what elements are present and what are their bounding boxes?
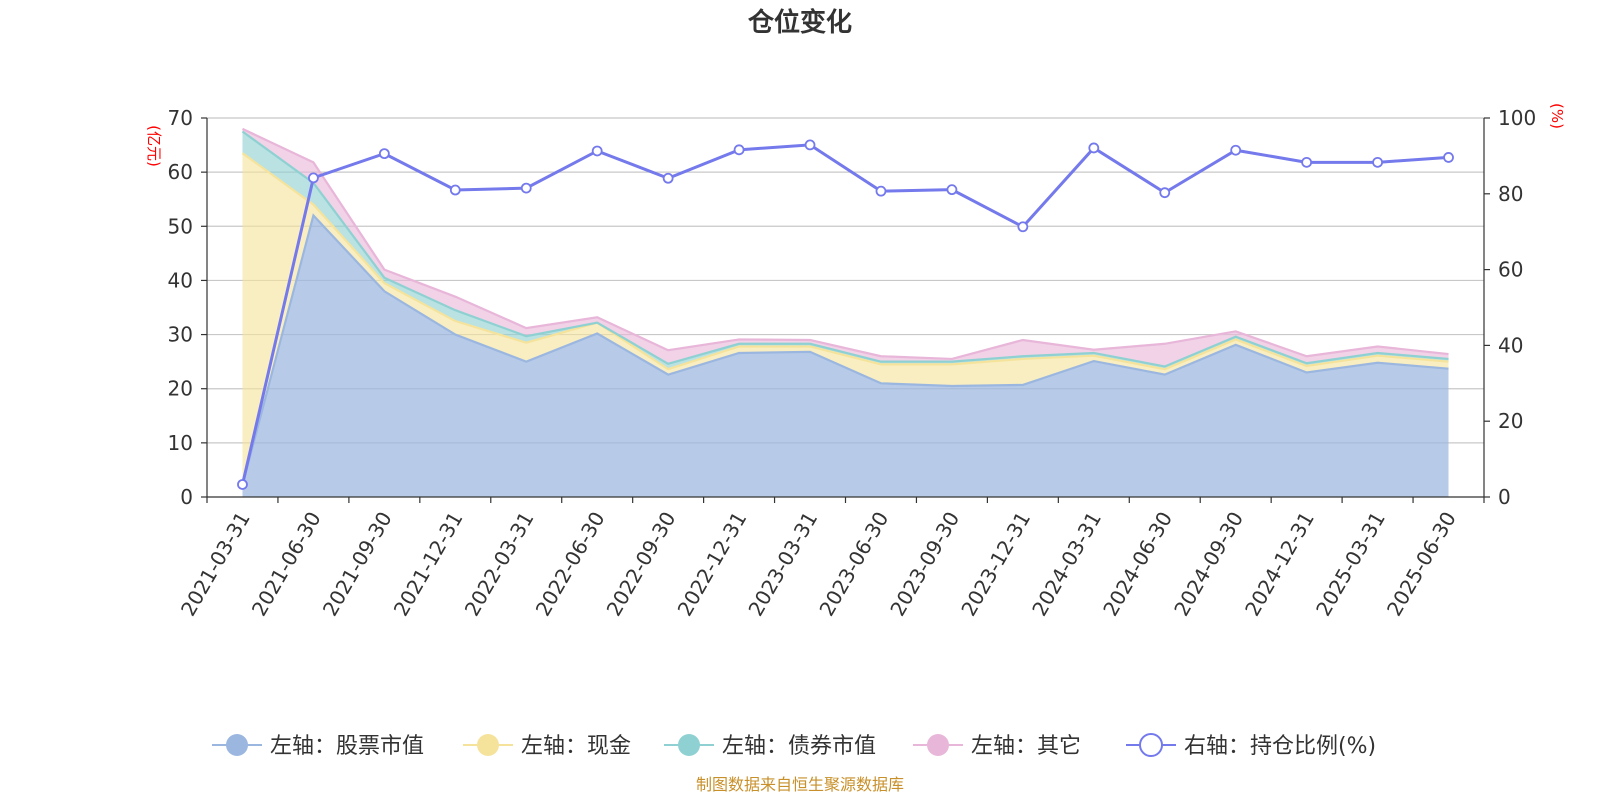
holding-ratio-point <box>1017 221 1029 233</box>
holding-ratio-point <box>1301 156 1313 168</box>
legend-label: 左轴：其它 <box>971 734 1081 759</box>
x-axis-tick-label: 2021-09-30 <box>318 508 397 621</box>
legend-marker <box>226 734 248 756</box>
holding-ratio-point <box>591 145 603 157</box>
x-axis-tick-label: 2024-09-30 <box>1169 508 1248 621</box>
legend-other: 左轴：其它 <box>913 734 1081 759</box>
series-lines <box>241 127 1449 486</box>
holding-ratio-point <box>237 479 248 490</box>
data-source-note: 制图数据来自恒生聚源数据库 <box>696 775 904 794</box>
x-axis-tick-label: 2023-12-31 <box>956 508 1035 621</box>
x-axis-tick-label: 2021-12-31 <box>389 508 468 621</box>
x-axis-tick-label: 2022-12-31 <box>673 508 752 621</box>
right-axis-unit: (%) <box>1548 103 1566 129</box>
x-axis-tick-label: 2021-06-30 <box>247 508 326 621</box>
legend-label: 左轴：现金 <box>521 734 631 759</box>
x-axis-tick-label: 2021-03-31 <box>176 508 255 621</box>
x-axis-tick-label: 2023-09-30 <box>885 508 964 621</box>
left-axis-tick-label: 50 <box>168 214 193 238</box>
legend-label: 左轴：债券市值 <box>722 734 876 759</box>
x-axis-tick-label: 2022-09-30 <box>602 508 681 621</box>
legend-label: 右轴：持仓比例(%) <box>1184 734 1376 759</box>
legend-cash: 左轴：现金 <box>463 734 631 759</box>
left-axis-tick-label: 40 <box>168 268 193 292</box>
right-axis-tick-label: 20 <box>1498 409 1523 433</box>
holding-ratio-point <box>1443 152 1454 163</box>
x-axis-tick-label: 2023-03-31 <box>743 508 822 621</box>
left-axis-tick-label: 10 <box>168 431 193 455</box>
x-axis-tick-label: 2022-03-31 <box>460 508 539 621</box>
cash-line <box>241 152 1449 371</box>
holding-ratio-point <box>804 139 816 151</box>
left-axis-tick-label: 20 <box>168 377 193 401</box>
left-axis-tick-label: 70 <box>168 106 193 130</box>
right-axis-tick-label: 100 <box>1498 106 1536 130</box>
holding-ratio-point <box>946 184 958 196</box>
holding-ratio-point <box>449 184 461 196</box>
holding-ratio-point <box>662 172 674 184</box>
legend-marker <box>1139 733 1163 757</box>
legend-marker <box>477 734 499 756</box>
ratio-points <box>237 139 1454 490</box>
holding-ratio-point <box>520 182 532 194</box>
legend-marker <box>927 734 949 756</box>
right-axis-tick-label: 40 <box>1498 333 1523 357</box>
x-axis-tick-label: 2022-06-30 <box>531 508 610 621</box>
x-axis-tick-label: 2023-06-30 <box>814 508 893 621</box>
legend-label: 左轴：股票市值 <box>270 734 424 759</box>
holding-ratio-point <box>308 172 319 184</box>
left-axis-tick-label: 0 <box>180 485 193 509</box>
legend: 左轴：股票市值 左轴：现金 左轴：债券市值 左轴：其它 右轴：持仓比例(%) <box>212 733 1376 759</box>
x-axis-tick-label: 2024-06-30 <box>1098 508 1177 621</box>
left-axis-unit: (亿元) <box>145 125 163 167</box>
stacked-areas <box>242 128 1449 497</box>
holding-ratio-point <box>1230 144 1242 156</box>
bond-value-line <box>241 130 1449 368</box>
x-axis-tick-label: 2025-06-30 <box>1382 508 1461 621</box>
holding-ratio-point <box>733 144 745 156</box>
holding-ratio-point <box>1088 142 1100 154</box>
stock-value-line <box>241 213 1449 486</box>
x-axis-tick-label: 2024-03-31 <box>1027 508 1106 621</box>
holding-ratio-point <box>1159 187 1171 199</box>
chart-title: 仓位变化 <box>747 7 852 38</box>
legend-stock-value: 左轴：股票市值 <box>212 734 424 759</box>
holding-ratio-point <box>378 148 390 160</box>
holding-ratio-point <box>1372 156 1383 168</box>
holding-ratio-point <box>875 185 887 197</box>
stock-value-area <box>242 215 1449 497</box>
right-axis-tick-label: 0 <box>1498 485 1511 509</box>
left-axis-tick-label: 30 <box>168 323 193 347</box>
right-axis-tick-label: 60 <box>1498 258 1523 282</box>
legend-holding-ratio: 右轴：持仓比例(%) <box>1126 733 1376 759</box>
x-axis-tick-label: 2024-12-31 <box>1240 508 1319 621</box>
left-axis-tick-label: 60 <box>168 160 193 184</box>
legend-marker <box>678 734 700 756</box>
x-axis-tick-label: 2025-03-31 <box>1311 508 1390 621</box>
holding-ratio-line <box>241 143 1449 485</box>
legend-bond-value: 左轴：债券市值 <box>664 734 876 759</box>
right-axis-tick-label: 80 <box>1498 182 1523 206</box>
other-line <box>242 127 1449 361</box>
